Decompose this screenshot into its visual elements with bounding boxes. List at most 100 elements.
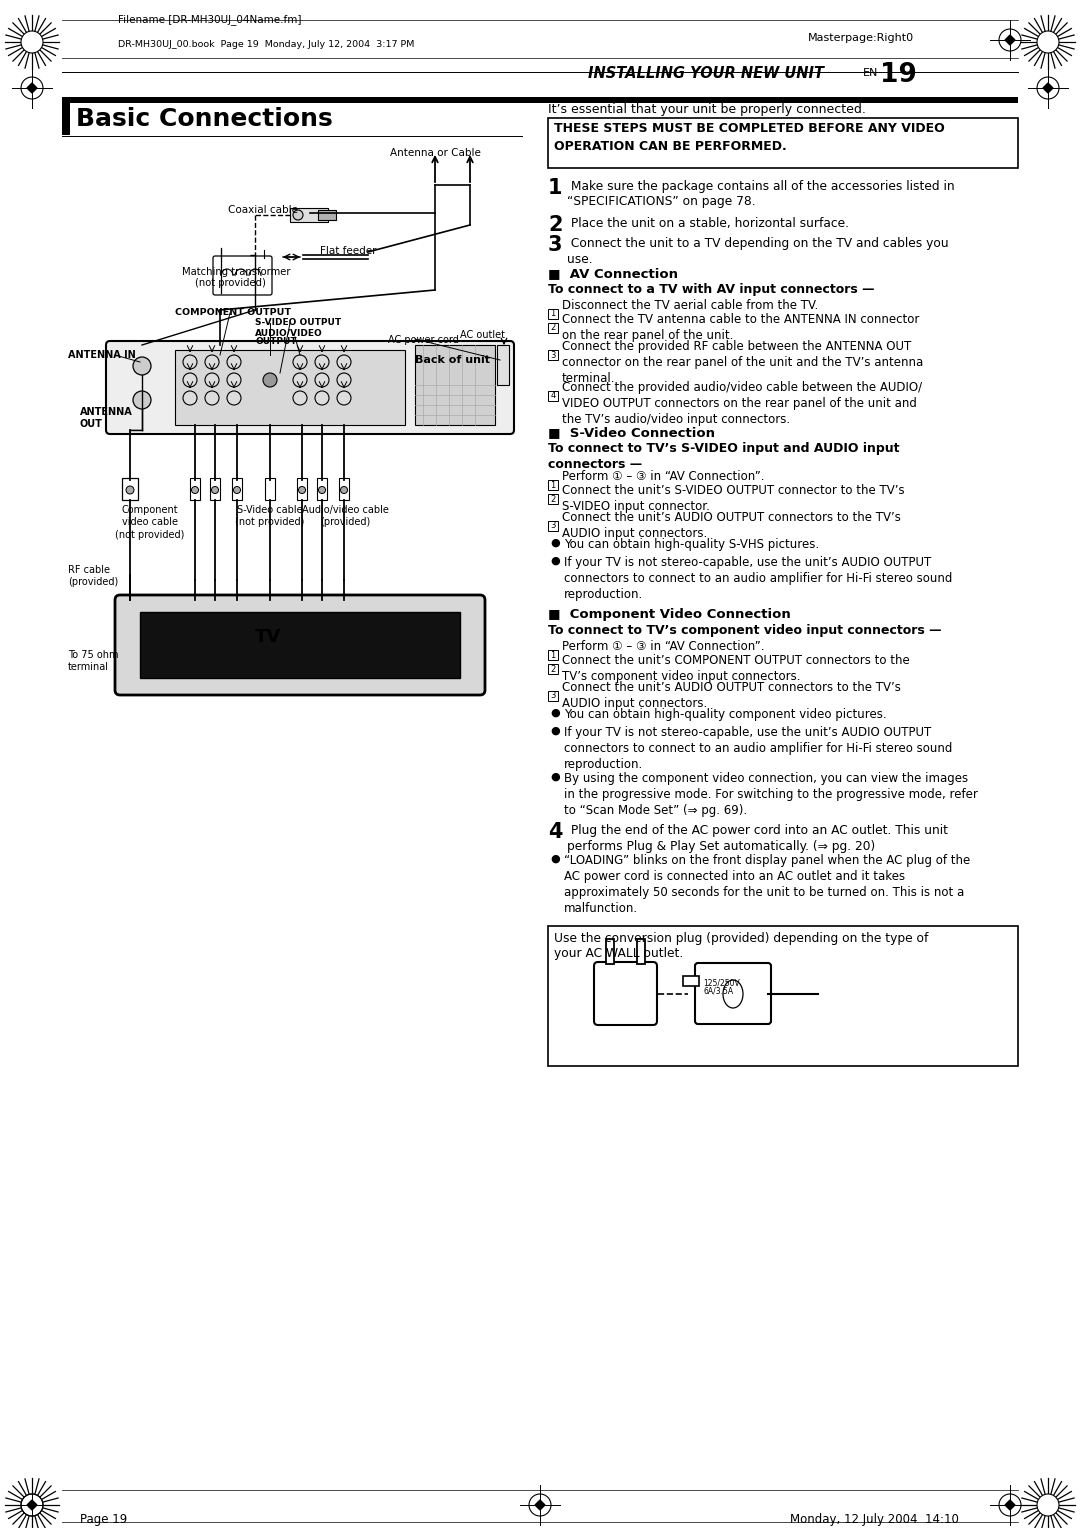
Bar [548,665,558,674]
Circle shape [293,373,307,387]
Text: Page 19: Page 19 [80,1513,127,1526]
Text: 1: 1 [551,310,555,318]
Bar [548,322,558,333]
Text: ■  S-Video Connection: ■ S-Video Connection [548,426,715,439]
FancyBboxPatch shape [106,341,514,434]
Circle shape [21,31,43,53]
Circle shape [315,391,329,405]
Text: 4: 4 [551,391,555,400]
Polygon shape [27,83,37,93]
Circle shape [183,391,197,405]
Circle shape [315,354,329,368]
Bar [62,96,1018,102]
Text: 4: 4 [548,822,563,842]
Bar [548,521,558,532]
Text: ■  AV Connection: ■ AV Connection [548,267,678,280]
Circle shape [293,391,307,405]
Polygon shape [27,1500,37,1510]
Text: ●: ● [550,538,559,549]
Text: 1: 1 [551,651,555,660]
Text: S-Video cable
(not provided): S-Video cable (not provided) [235,504,305,527]
Text: Coaxial cable: Coaxial cable [228,205,298,215]
Text: ■  Component Video Connection: ■ Component Video Connection [548,608,791,620]
Bar [415,345,495,425]
Text: ANTENNA
OUT: ANTENNA OUT [80,406,133,428]
Text: OUTPUT: OUTPUT [255,338,297,345]
Circle shape [183,373,197,387]
Text: 125/250V: 125/250V [703,978,740,987]
Bar [210,478,220,500]
Circle shape [205,354,219,368]
Bar [62,102,70,134]
Polygon shape [1043,83,1053,93]
Text: 2: 2 [551,324,555,333]
Text: Disconnect the TV aerial cable from the TV.: Disconnect the TV aerial cable from the … [562,299,819,312]
Bar [548,480,558,490]
Circle shape [183,354,197,368]
Text: 2: 2 [548,215,563,235]
Polygon shape [1005,1500,1015,1510]
Circle shape [337,373,351,387]
Text: Connect the unit’s COMPONENT OUTPUT connectors to the
TV’s component video input: Connect the unit’s COMPONENT OUTPUT conn… [562,654,909,683]
Circle shape [233,486,241,494]
Text: S-VIDEO OUTPUT: S-VIDEO OUTPUT [255,318,341,327]
Bar [339,478,349,500]
Text: “LOADING” blinks on the front display panel when the AC plug of the
AC power cor: “LOADING” blinks on the front display pa… [564,854,970,915]
Text: Plug the end of the AC power cord into an AC outlet. This unit
performs Plug & P: Plug the end of the AC power cord into a… [567,824,948,853]
Bar [232,478,242,500]
Bar [140,613,460,678]
Bar [265,478,275,500]
Circle shape [205,373,219,387]
Text: Filename [DR-MH30UJ_04Name.fm]: Filename [DR-MH30UJ_04Name.fm] [118,14,301,24]
Text: If your TV is not stereo-capable, use the unit’s AUDIO OUTPUT
connectors to conn: If your TV is not stereo-capable, use th… [564,726,953,772]
Bar [318,478,327,500]
Circle shape [293,354,307,368]
Bar [548,691,558,701]
Text: Connect the unit to a TV depending on the TV and cables you
use.: Connect the unit to a TV depending on th… [567,237,948,266]
Text: Connect the provided RF cable between the ANTENNA OUT
connector on the rear pane: Connect the provided RF cable between th… [562,341,923,385]
Bar [548,391,558,400]
Text: ●: ● [550,726,559,736]
Text: 3: 3 [551,521,556,530]
Text: Masterpage:Right0: Masterpage:Right0 [808,34,914,43]
Text: Monday, 12 July 2004  14:10: Monday, 12 July 2004 14:10 [789,1513,959,1526]
Text: To 75 ohm
terminal: To 75 ohm terminal [68,649,119,672]
Circle shape [1037,1494,1059,1516]
Ellipse shape [723,979,743,1008]
Text: 3: 3 [551,350,556,359]
Text: 3: 3 [551,692,556,700]
Bar [175,350,405,425]
Circle shape [337,391,351,405]
Text: Perform ① – ③ in “AV Connection”.: Perform ① – ③ in “AV Connection”. [562,471,765,483]
Bar [606,940,615,964]
Text: RF cable
(provided): RF cable (provided) [68,565,118,587]
Circle shape [212,486,218,494]
Text: AC outlet: AC outlet [460,330,505,341]
Text: COMPONENT OUTPUT: COMPONENT OUTPUT [175,309,291,316]
Text: 1: 1 [551,480,555,489]
Circle shape [227,391,241,405]
Text: INSTALLING YOUR NEW UNIT: INSTALLING YOUR NEW UNIT [588,66,824,81]
Text: 2: 2 [551,665,555,674]
Text: Component
video cable
(not provided): Component video cable (not provided) [116,504,185,539]
Bar [122,478,138,500]
Text: AC power cord: AC power cord [388,335,459,345]
FancyBboxPatch shape [213,257,272,295]
Circle shape [21,1494,43,1516]
Text: If your TV is not stereo-capable, use the unit’s AUDIO OUTPUT
connectors to conn: If your TV is not stereo-capable, use th… [564,556,953,601]
FancyBboxPatch shape [114,594,485,695]
Circle shape [264,373,276,387]
Circle shape [191,486,199,494]
Circle shape [1037,31,1059,53]
Text: ●: ● [550,772,559,782]
Text: To connect to a TV with AV input connectors —: To connect to a TV with AV input connect… [548,283,875,296]
Circle shape [227,373,241,387]
Text: ●: ● [550,707,559,718]
Polygon shape [535,1500,545,1510]
Text: Connect the provided audio/video cable between the AUDIO/
VIDEO OUTPUT connector: Connect the provided audio/video cable b… [562,380,922,426]
Text: Basic Connections: Basic Connections [76,107,333,131]
Text: Audio/video cable
(provided): Audio/video cable (provided) [301,504,389,527]
Text: Matching transformer: Matching transformer [183,267,291,277]
Text: TV: TV [255,628,281,646]
Bar [548,926,1018,1067]
